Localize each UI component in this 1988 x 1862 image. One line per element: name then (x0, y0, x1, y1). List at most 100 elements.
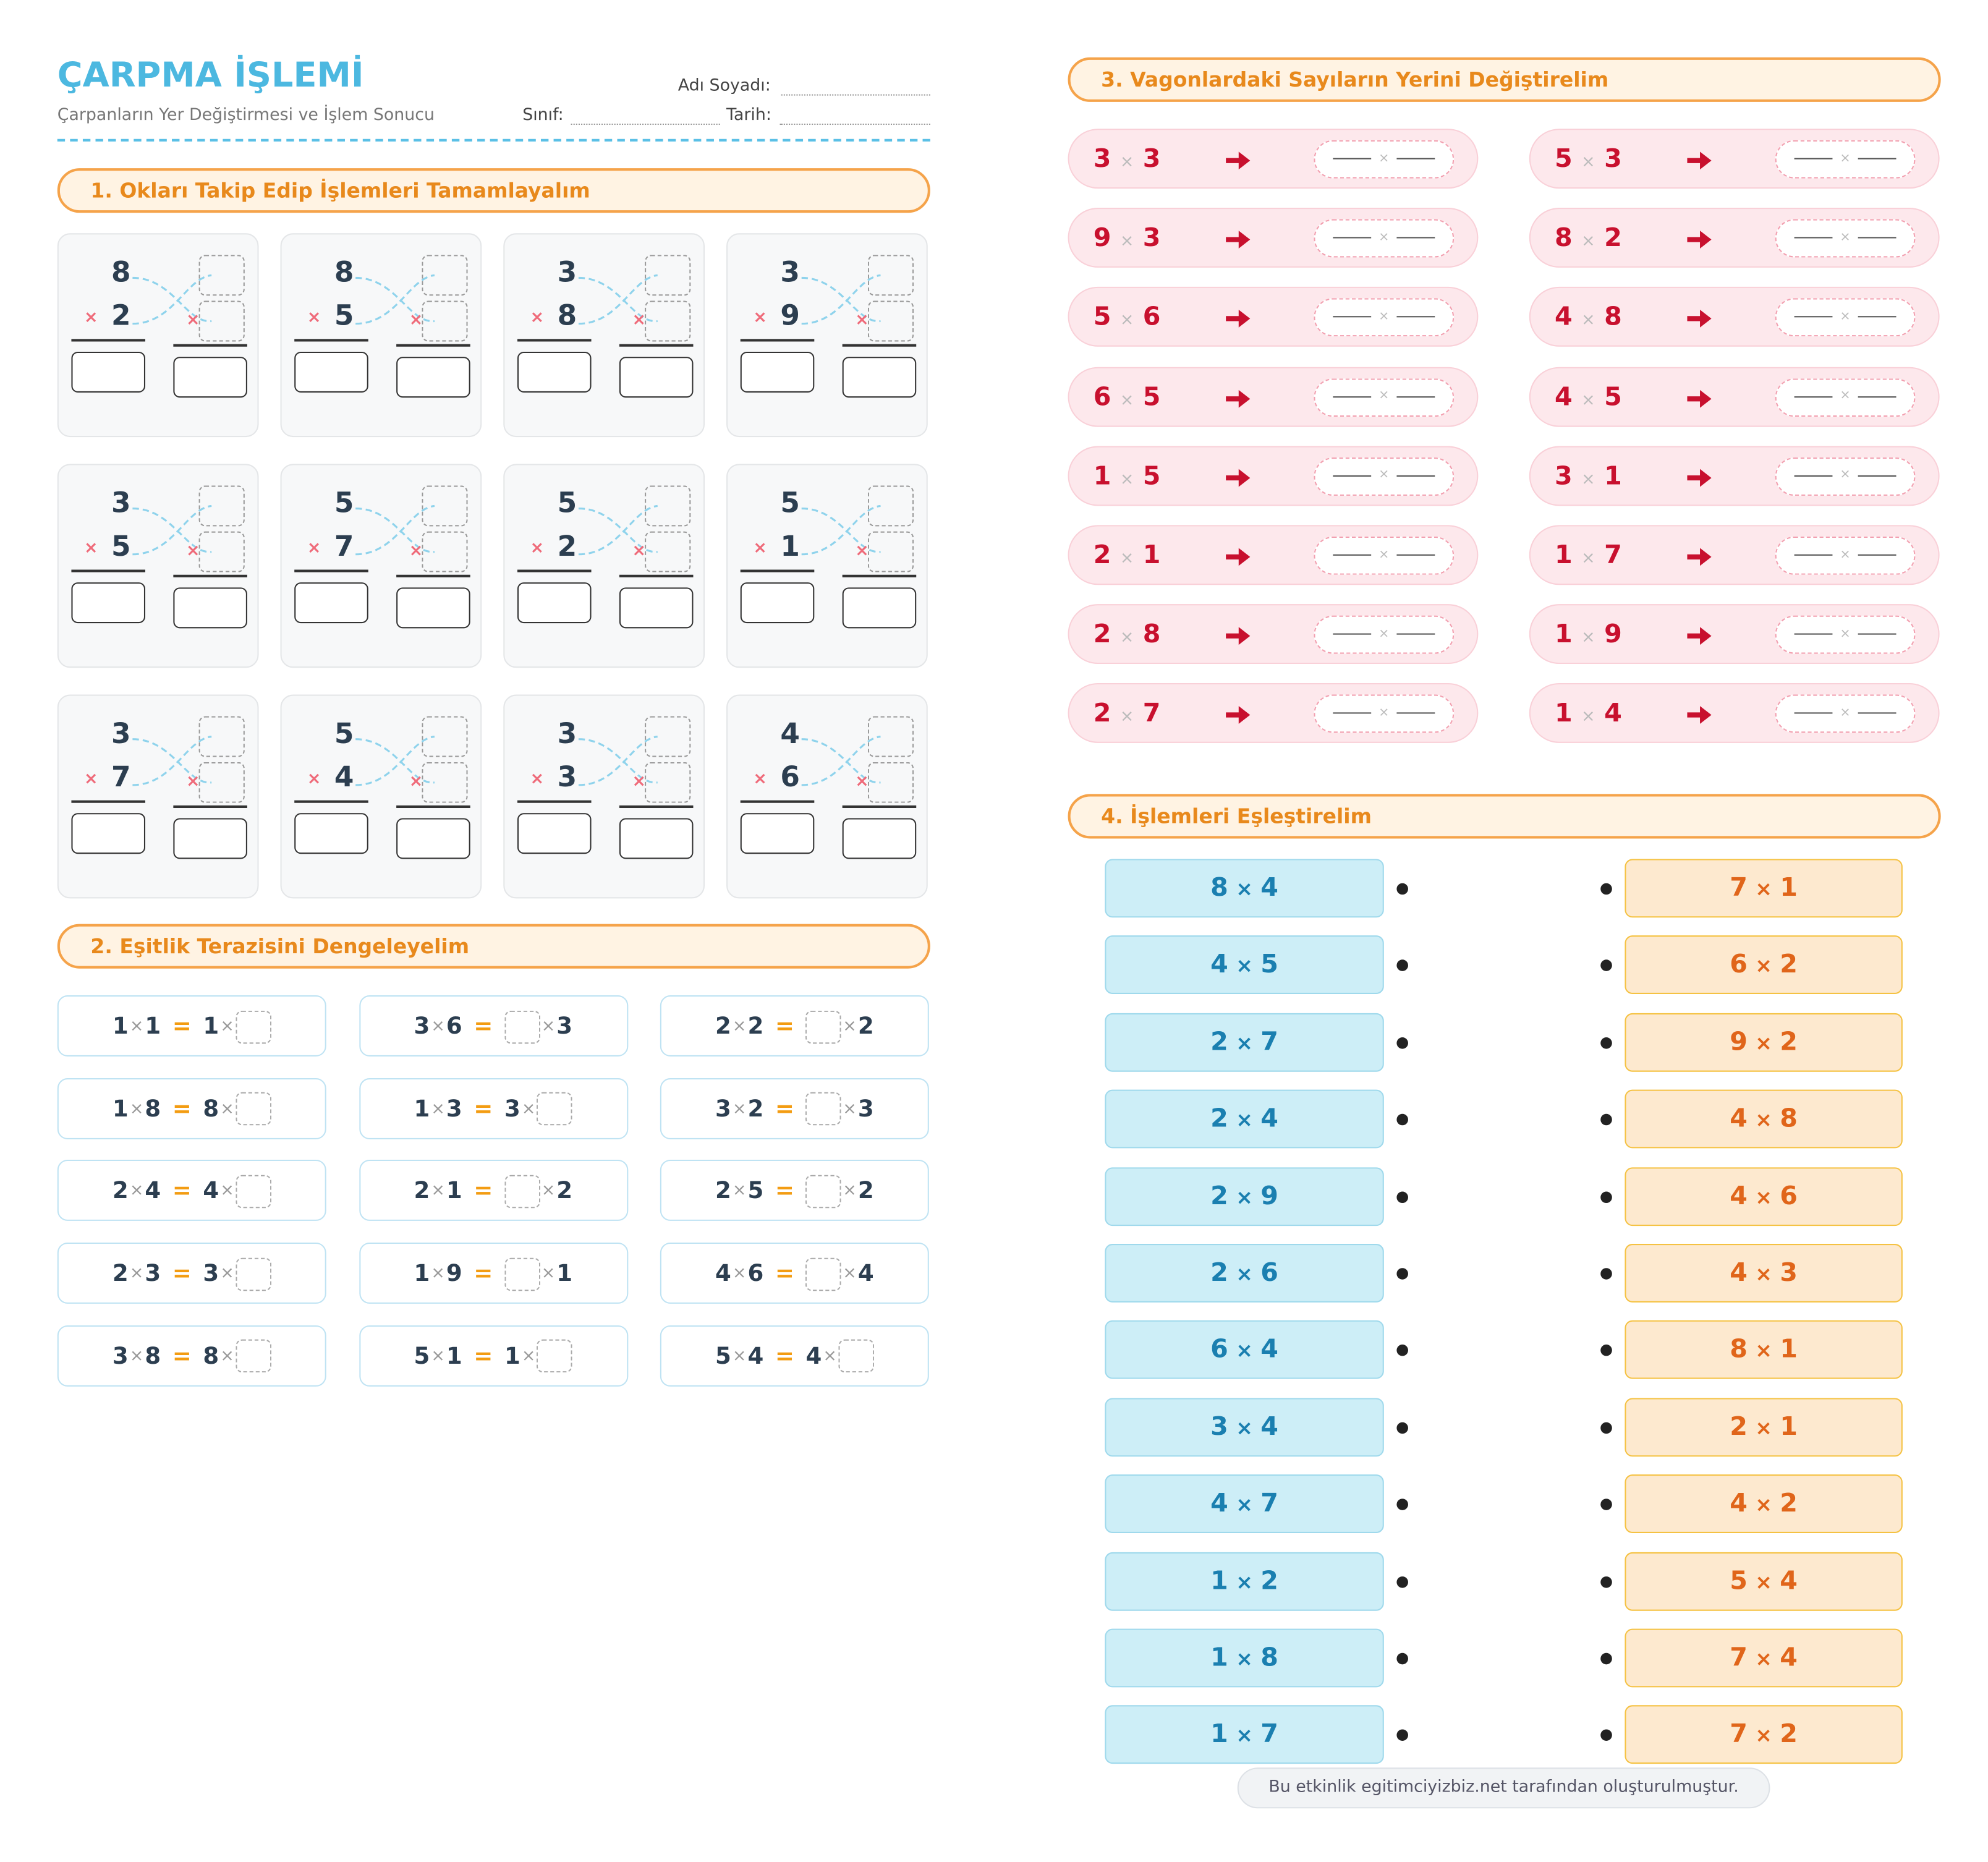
number: 1 (414, 1260, 430, 1288)
rule (740, 339, 815, 342)
factor: 6 (780, 762, 800, 794)
operator: × (1581, 232, 1595, 252)
answer-box (842, 357, 917, 398)
arrow (1226, 151, 1251, 170)
match-dot (1600, 1345, 1612, 1357)
answer-box (740, 582, 815, 624)
operator: × (1581, 549, 1595, 569)
arrow-shape (1687, 310, 1712, 328)
answer-box (842, 818, 917, 859)
operator: × (1581, 153, 1595, 172)
wagon: 1 × 5 × (1068, 446, 1479, 506)
match-dot (1600, 1114, 1612, 1126)
arrow (1687, 627, 1712, 645)
operator: × (1581, 311, 1595, 331)
operator: × (1378, 468, 1390, 482)
equation-box: 5 × 4 = 4 × (660, 1325, 929, 1387)
number: 5 (1093, 301, 1111, 332)
number: 2 (747, 1095, 764, 1123)
operator: × (632, 772, 646, 792)
operator: × (1236, 953, 1253, 978)
operator: × (1755, 1261, 1772, 1286)
blank-line (1332, 158, 1371, 159)
blank-box (867, 716, 914, 757)
arrow (1687, 310, 1712, 328)
arrow (1226, 548, 1251, 566)
number: 2 (857, 1013, 874, 1040)
problem-card: 5 1 × × (726, 464, 928, 668)
operator: × (1119, 628, 1134, 648)
match-dot (1396, 1499, 1408, 1511)
cross-arrow (132, 736, 212, 786)
operator: × (632, 311, 646, 330)
expression: 3 × 3 (1094, 130, 1161, 191)
number: 3 (556, 1013, 573, 1040)
number: 4 (1210, 948, 1228, 980)
answer-slot: × (1314, 536, 1455, 575)
answer-slot: × (1775, 140, 1916, 179)
rule (294, 569, 368, 572)
factor: 4 (334, 762, 354, 794)
answer-box (740, 351, 815, 393)
operator: × (129, 1017, 144, 1036)
operator: × (84, 308, 98, 328)
match-box: 2 × 7 (1105, 1013, 1384, 1072)
wagon: 4 × 8 × (1529, 287, 1940, 347)
operator: × (431, 1017, 445, 1036)
operator: × (1840, 705, 1851, 720)
number: 1 (1604, 459, 1622, 491)
arrow-shape (1687, 389, 1712, 407)
operator: × (1119, 311, 1134, 331)
match-box: 6 × 4 (1105, 1320, 1384, 1380)
number: 9 (446, 1260, 462, 1288)
arrow (1687, 706, 1712, 725)
operator: × (632, 542, 646, 561)
factor: 3 (111, 718, 131, 751)
factor: 5 (334, 300, 354, 333)
match-box: 2 × 9 (1105, 1167, 1384, 1226)
operator: × (1378, 309, 1390, 324)
match-box: 3 × 4 (1105, 1398, 1384, 1456)
match-dot (1396, 960, 1408, 972)
match-dot (1600, 960, 1612, 972)
number: 3 (1780, 1256, 1798, 1288)
answer-box (294, 351, 368, 393)
name-label: Adı Soyadı: (678, 76, 771, 96)
operator: × (1755, 1646, 1772, 1671)
operator: × (1378, 705, 1390, 720)
match-dot (1600, 1499, 1612, 1511)
number: 4 (1210, 1487, 1228, 1518)
number: 4 (1555, 380, 1573, 412)
number: 3 (715, 1095, 731, 1123)
wagon: 1 × 4 × (1529, 683, 1940, 744)
arrow-shape (1687, 548, 1712, 566)
operator: × (1378, 547, 1390, 562)
equals: = (775, 1260, 794, 1288)
problem-card: 8 5 × × (280, 233, 482, 438)
operator: × (732, 1099, 747, 1119)
wagon: 3 × 1 × (1529, 446, 1940, 506)
arrow (1226, 627, 1251, 645)
blank-line (1858, 554, 1897, 556)
expression: 1 × 5 (1094, 447, 1161, 508)
operator: × (220, 1181, 234, 1201)
rule (173, 574, 247, 577)
number: 8 (1604, 301, 1622, 332)
rule (517, 339, 592, 342)
equation-box: 2 × 3 = 3 × (57, 1243, 326, 1304)
match-dot (1396, 1730, 1408, 1741)
blank-box (422, 762, 468, 803)
equation-box: 2 × 4 = 4 × (57, 1160, 326, 1222)
answer-box (173, 587, 247, 629)
number: 4 (1730, 1102, 1748, 1134)
number: 4 (1780, 1564, 1798, 1596)
number: 3 (1142, 142, 1161, 174)
blank-line (1858, 158, 1897, 159)
match-dot (1396, 1191, 1408, 1203)
blank-line (1396, 633, 1435, 636)
wagon: 6 × 5 × (1068, 366, 1479, 427)
rule (517, 569, 592, 572)
blank-box (645, 300, 691, 342)
section-title: 2. Eşitlik Terazisini Dengeleyelim (57, 924, 930, 969)
